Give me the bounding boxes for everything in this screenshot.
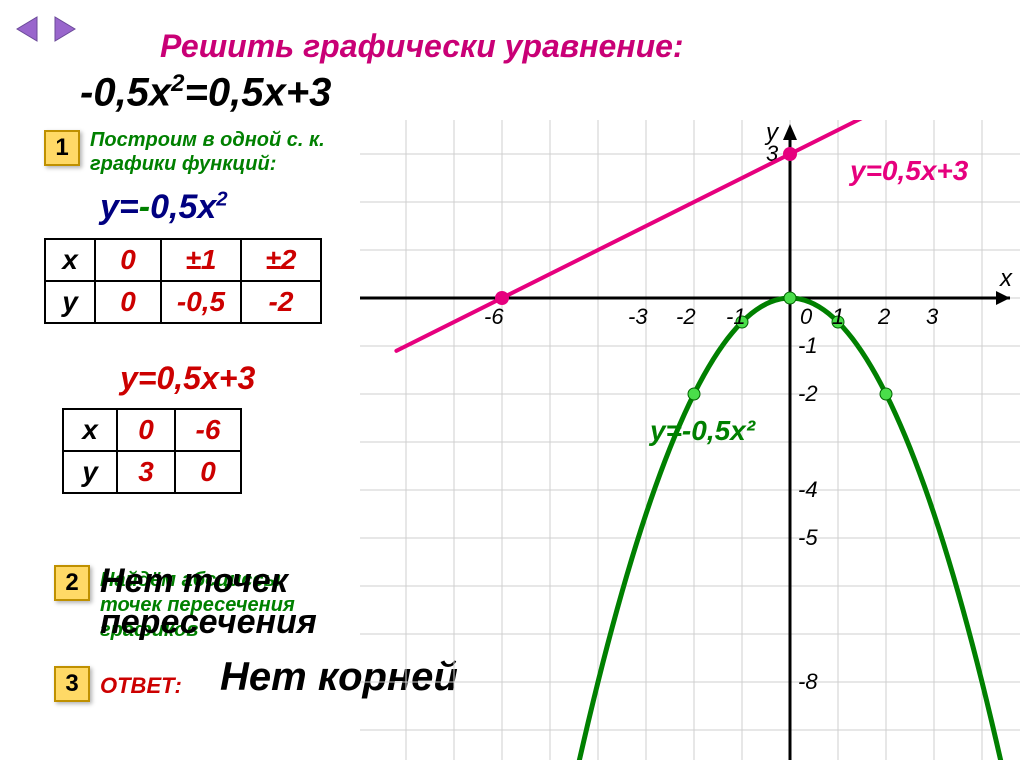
next-arrow[interactable]	[48, 12, 82, 46]
page-title: Решить графически уравнение:	[160, 28, 684, 65]
svg-text:0: 0	[800, 304, 813, 329]
step1-text: Построим в одной с. к. графики функций:	[90, 128, 325, 176]
eq-lhs: -0,5х	[80, 70, 171, 114]
svg-text:-1: -1	[798, 333, 818, 358]
result-no-intersection: Нет точек пересечения	[100, 561, 317, 643]
svg-text:у=0,5х+3: у=0,5х+3	[848, 155, 969, 186]
main-equation: -0,5х2=0,5х+3	[80, 70, 331, 115]
result2-line1: Нет точек	[100, 562, 288, 600]
answer-label: ОТВЕТ:	[100, 673, 182, 699]
step-badge-2: 2	[54, 565, 90, 601]
step1-line1: Построим в одной с. к.	[90, 129, 325, 151]
func1-body: 0,5х	[150, 188, 216, 226]
func1-neg: -	[139, 188, 150, 226]
svg-text:3: 3	[926, 304, 939, 329]
svg-text:у: у	[764, 120, 780, 146]
step-badge-3: 3	[54, 666, 90, 702]
svg-text:-2: -2	[798, 381, 818, 406]
coordinate-chart: -6-3-22303-1-2-4-5-8хуу=0,5х+3у=-0,5х²-1…	[360, 120, 1020, 760]
svg-text:у=-0,5х²: у=-0,5х²	[648, 415, 756, 446]
values-table-1: х0±1±2у0-0,5-2	[44, 238, 322, 324]
values-table-2: х0-6у30	[62, 408, 242, 494]
prev-arrow[interactable]	[10, 12, 44, 46]
step-badge-1: 1	[44, 130, 80, 166]
svg-text:-5: -5	[798, 525, 818, 550]
svg-text:-8: -8	[798, 669, 818, 694]
function-1-label: у=-0,5х2	[100, 188, 228, 227]
func1-sup: 2	[216, 189, 227, 211]
svg-text:-2: -2	[676, 304, 696, 329]
step1-line2: графики функций:	[90, 153, 276, 175]
svg-text:2: 2	[877, 304, 890, 329]
eq-rhs: =0,5х+3	[185, 70, 332, 114]
eq-sup: 2	[171, 70, 184, 97]
svg-text:-1: -1	[726, 304, 746, 329]
func1-prefix: у=	[100, 188, 139, 226]
result2-line2: пересечения	[100, 603, 317, 641]
function-2-label: у=0,5х+3	[120, 360, 255, 397]
svg-text:-3: -3	[628, 304, 648, 329]
svg-text:х: х	[999, 265, 1013, 292]
svg-text:1: 1	[832, 304, 844, 329]
svg-text:-6: -6	[484, 304, 504, 329]
svg-text:-4: -4	[798, 477, 818, 502]
